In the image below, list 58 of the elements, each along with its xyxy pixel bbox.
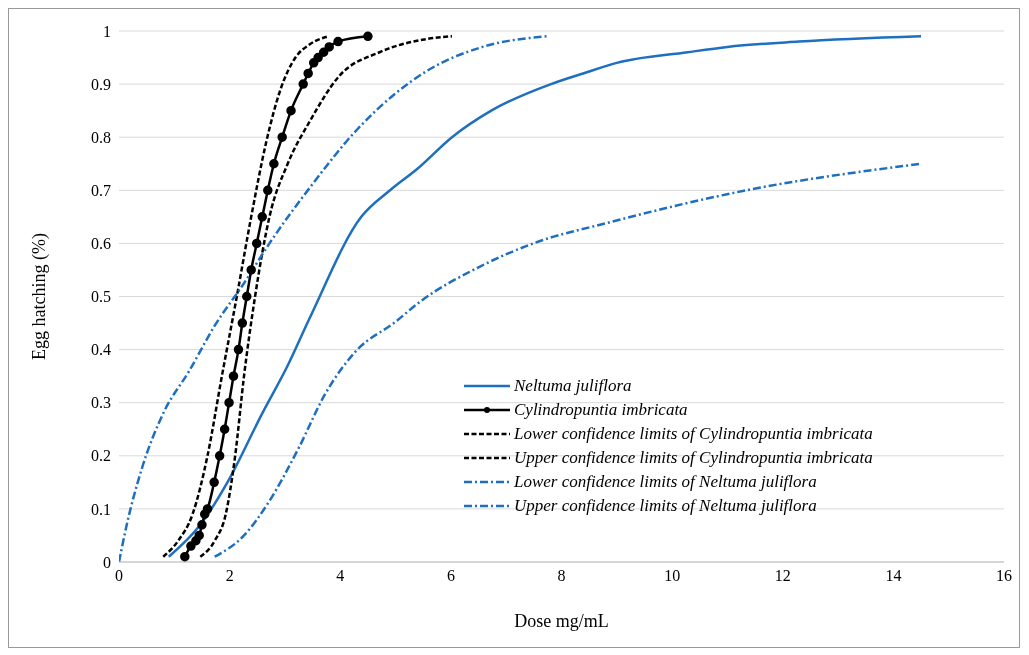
- x-tick-label: 12: [774, 567, 791, 585]
- legend-label: Upper confidence limits of Neltuma juliflora: [514, 495, 817, 517]
- line-series: [199, 35, 454, 558]
- y-axis-title: Egg hatching (%): [29, 233, 51, 360]
- point: [214, 451, 225, 461]
- x-tick-label: 0: [115, 567, 123, 585]
- y-tick-label: 1: [103, 22, 111, 40]
- point: [333, 36, 343, 47]
- point: [263, 185, 273, 196]
- y-tick-label: 0: [103, 553, 111, 571]
- point: [219, 424, 230, 434]
- y-tick-label: 0.2: [91, 447, 111, 465]
- line-series: [162, 35, 330, 558]
- y-tick-label: 0.5: [91, 288, 111, 306]
- point: [298, 79, 308, 89]
- point: [233, 344, 244, 355]
- line-series: [167, 35, 923, 558]
- y-tick-label: 0.4: [91, 341, 111, 359]
- legend-label: Neltuma juliflora: [514, 375, 632, 397]
- x-tick-label: 16: [996, 567, 1012, 585]
- point: [197, 520, 207, 530]
- legend-label: Upper confidence limits of Cylindropuntia imbricata: [514, 447, 873, 469]
- legend-label: Lower confidence limits of Neltuma juliflora: [514, 471, 817, 493]
- point: [303, 68, 313, 79]
- point: [277, 132, 287, 142]
- point: [237, 318, 248, 328]
- y-tick-label: 0.7: [91, 181, 111, 199]
- y-tick-label: 0.1: [91, 500, 111, 518]
- point: [194, 530, 204, 541]
- point: [313, 52, 323, 63]
- x-tick-label: 8: [557, 567, 566, 585]
- point: [209, 477, 219, 488]
- x-tick-label: 2: [225, 567, 234, 585]
- y-tick-label: 0.3: [91, 394, 111, 412]
- point: [180, 551, 190, 562]
- point: [251, 238, 262, 249]
- x-tick-label: 4: [336, 567, 345, 585]
- x-tick-label: 10: [664, 567, 681, 585]
- x-tick-label: 6: [446, 567, 455, 585]
- point: [228, 371, 239, 381]
- x-axis-title: Dose mg/mL: [514, 611, 609, 631]
- point: [202, 504, 213, 514]
- y-tick-label: 0.9: [91, 75, 111, 93]
- point: [186, 541, 196, 551]
- point: [242, 291, 252, 302]
- point: [363, 31, 373, 42]
- point: [286, 105, 296, 116]
- point: [224, 397, 234, 408]
- x-tick-label: 14: [885, 567, 902, 585]
- point: [269, 159, 279, 169]
- y-tick-label: 0.6: [91, 235, 111, 253]
- y-tick-label: 0.8: [91, 128, 111, 146]
- legend-label: Cylindropuntia imbricata: [514, 399, 688, 421]
- point: [324, 42, 334, 52]
- legend-label: Lower confidence limits of Cylindropuntia imbricata: [514, 423, 873, 445]
- point: [318, 47, 329, 57]
- point: [246, 265, 256, 275]
- point: [257, 212, 268, 222]
